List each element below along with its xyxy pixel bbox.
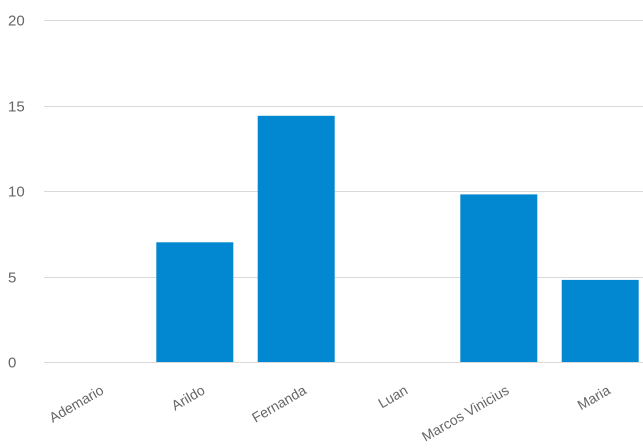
y-tick-label: 10: [8, 184, 25, 201]
gridlines: [44, 20, 643, 363]
y-tick-label: 20: [8, 13, 25, 30]
bar-marcos-vinicius: [460, 194, 538, 362]
bars: [156, 115, 639, 362]
x-tick-label: Ademario: [46, 382, 106, 426]
x-tick-label: Maria: [575, 382, 614, 413]
x-tick-label: Marcos Vinicius: [419, 382, 512, 445]
bar-maria: [561, 279, 639, 362]
x-tick-label: Fernanda: [249, 382, 309, 426]
y-tick-label: 5: [8, 270, 16, 287]
bar-arildo: [156, 242, 234, 362]
bar-fernanda: [257, 115, 335, 362]
x-tick-label: Arildo: [169, 382, 208, 414]
y-tick-label: 0: [8, 355, 16, 372]
x-axis-tick-labels: Ademario Arildo Fernanda Luan Marcos Viniciu…: [46, 382, 613, 445]
y-tick-label: 15: [8, 99, 25, 116]
y-axis-tick-labels: 0 5 10 15 20: [8, 13, 25, 372]
x-tick-label: Luan: [375, 382, 410, 411]
